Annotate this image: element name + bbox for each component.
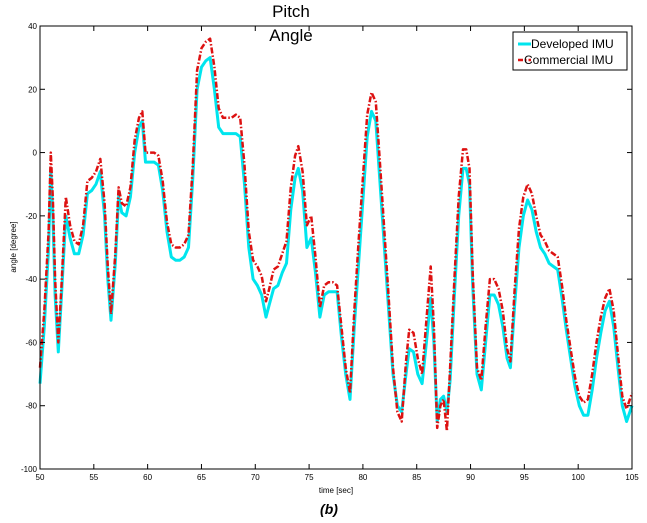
y-tick-label: -100 <box>21 465 38 474</box>
series-line-commercial-imu <box>38 37 634 433</box>
legend: Developed IMU Commercial IMU <box>512 31 628 71</box>
x-tick-label: 90 <box>466 473 475 482</box>
x-tick-label: 80 <box>358 473 367 482</box>
x-tick-label: 60 <box>143 473 152 482</box>
y-axis-label: angle [degree] <box>9 221 18 272</box>
y-tick-label: 0 <box>33 149 38 158</box>
x-tick-label: 105 <box>625 473 639 482</box>
legend-label-developed-imu: Developed IMU <box>531 37 614 51</box>
chart-title-line-2: Angle <box>269 26 312 45</box>
axis-ticks: 50 55 60 65 70 75 80 85 90 95 100 105 -100 -80 -60 -40 -… <box>21 22 639 482</box>
y-tick-label: -20 <box>25 212 37 221</box>
y-tick-label: -60 <box>25 338 37 347</box>
figure-caption: (b) <box>320 501 338 517</box>
axes-frame <box>39 25 633 470</box>
legend-label-commercial-imu: Commercial IMU <box>524 53 613 67</box>
x-tick-label: 65 <box>197 473 206 482</box>
x-tick-label: 85 <box>412 473 421 482</box>
y-tick-label: 40 <box>28 22 37 31</box>
x-tick-label: 75 <box>305 473 314 482</box>
legend-box <box>512 31 628 71</box>
x-tick-label: 95 <box>520 473 529 482</box>
series-line-developed-imu <box>38 56 634 423</box>
x-tick-label: 55 <box>89 473 98 482</box>
plot-area <box>38 37 634 433</box>
x-tick-label: 100 <box>572 473 586 482</box>
y-tick-label: -40 <box>25 275 37 284</box>
y-tick-label: 20 <box>28 85 37 94</box>
x-axis-label: time [sec] <box>319 486 353 495</box>
y-tick-label: -80 <box>25 402 37 411</box>
x-tick-label: 70 <box>251 473 260 482</box>
x-tick-label: 50 <box>36 473 45 482</box>
chart-title-line-1: Pitch <box>272 2 310 21</box>
